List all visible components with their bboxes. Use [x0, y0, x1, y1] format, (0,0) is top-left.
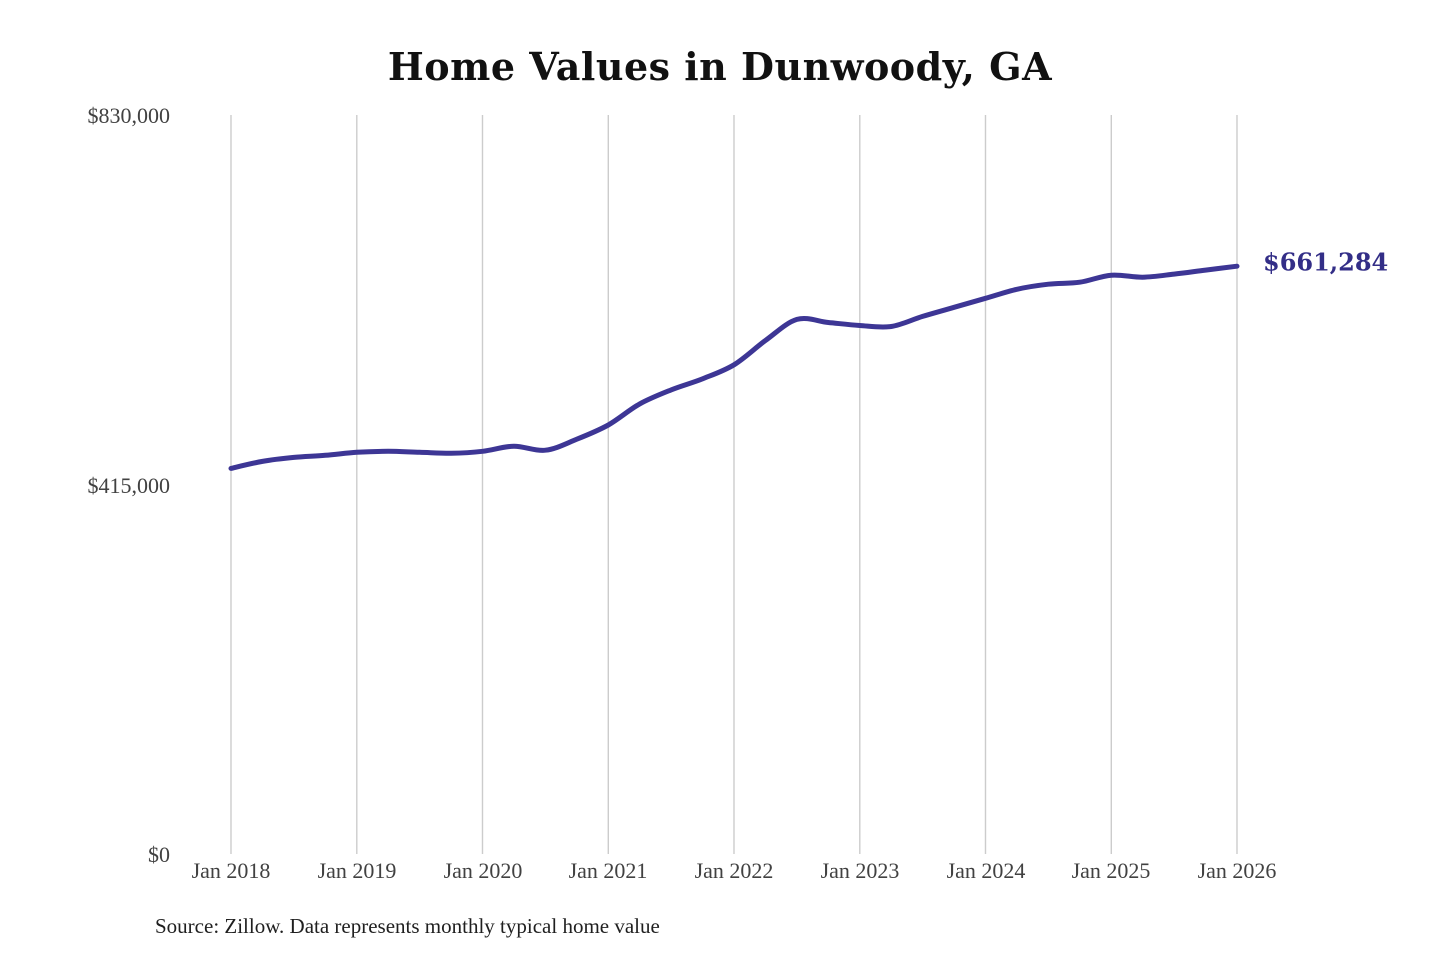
latest-value-label: $661,284	[1263, 247, 1389, 277]
home-value-line	[228, 263, 1240, 471]
x-tick-label: Jan 2024	[946, 858, 1026, 883]
chart-title: Home Values in Dunwoody, GA	[387, 44, 1053, 89]
source-note: Source: Zillow. Data represents monthly …	[155, 914, 660, 938]
y-tick-label: $830,000	[87, 103, 171, 128]
x-tick-label: Jan 2021	[568, 858, 648, 883]
vertical-gridlines	[230, 115, 1238, 854]
x-tick-label: Jan 2023	[820, 858, 900, 883]
x-tick-label: Jan 2018	[191, 858, 271, 883]
x-tick-label: Jan 2025	[1071, 858, 1151, 883]
x-tick-label: Jan 2019	[317, 858, 397, 883]
y-tick-label: $0	[148, 842, 170, 867]
y-tick-label: $415,000	[87, 473, 171, 498]
x-tick-label: Jan 2022	[694, 858, 774, 883]
x-tick-label: Jan 2020	[443, 858, 523, 883]
x-tick-label: Jan 2026	[1197, 858, 1277, 883]
